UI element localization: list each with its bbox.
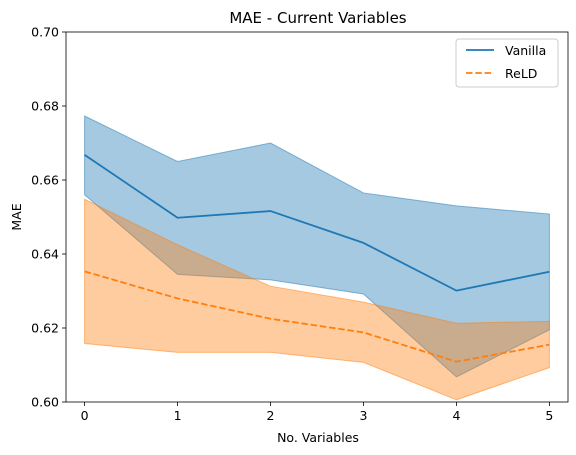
y-tick-label: 0.66 (31, 173, 59, 188)
y-axis-ticks: 0.60 0.62 0.64 0.66 0.68 0.70 (31, 25, 66, 410)
x-tick-label: 4 (452, 408, 460, 423)
band-reld (84, 198, 550, 401)
legend-label-reld: ReLD (505, 66, 537, 81)
legend-box (455, 38, 559, 88)
y-tick-label: 0.70 (31, 25, 59, 40)
x-axis-ticks: 0 1 2 3 4 5 (81, 402, 553, 423)
x-tick-label: 0 (81, 408, 89, 423)
line-reld (84, 270, 550, 363)
plot-frame (65, 31, 569, 403)
series-lines (84, 154, 550, 363)
y-tick-label: 0.68 (31, 99, 59, 114)
x-axis-label: No. Variables (277, 430, 359, 445)
x-tick-label: 5 (545, 408, 553, 423)
y-tick-label: 0.64 (31, 247, 59, 262)
x-tick-label: 2 (267, 408, 275, 423)
confidence-bands (84, 115, 550, 401)
y-tick-label: 0.60 (31, 395, 59, 410)
y-axis-label: MAE (9, 203, 24, 230)
y-tick-label: 0.62 (31, 321, 59, 336)
line-vanilla (84, 154, 550, 292)
x-tick-label: 1 (174, 408, 182, 423)
legend-label-vanilla: Vanilla (505, 43, 546, 58)
chart-title: MAE - Current Variables (229, 9, 406, 27)
x-tick-label: 3 (360, 408, 368, 423)
legend: Vanilla ReLD (455, 38, 559, 88)
